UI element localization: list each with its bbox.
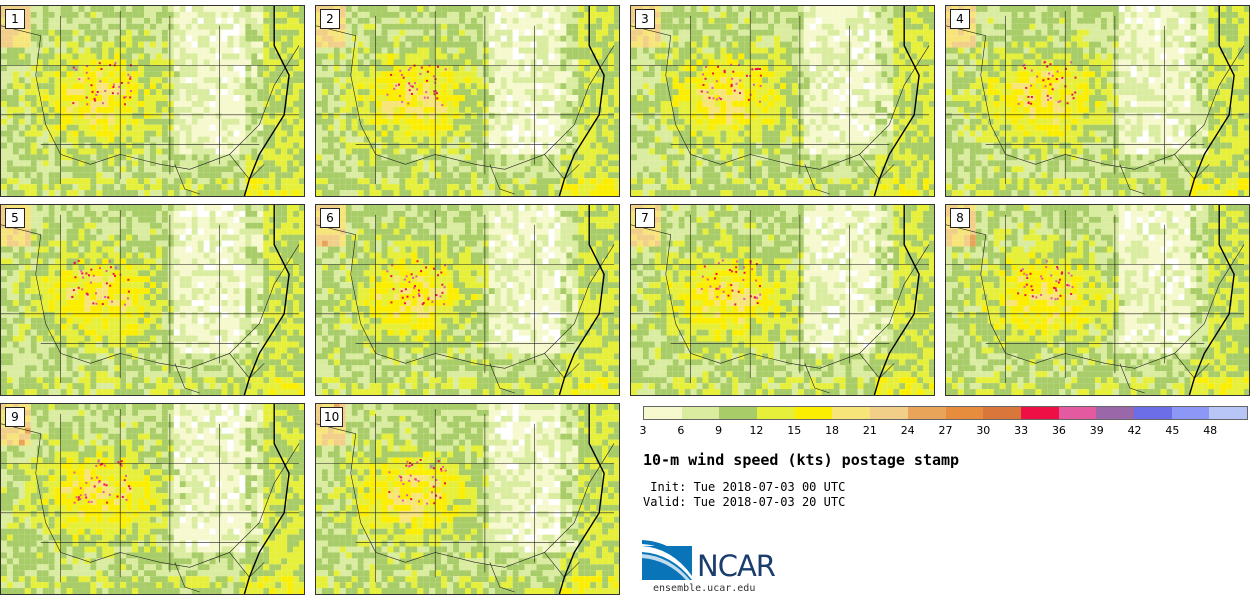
colorbar-segment: [1058, 407, 1097, 419]
colorbar-segment: [644, 407, 682, 419]
init-time: Init: Tue 2018-07-03 00 UTC: [643, 480, 846, 494]
member-number: 9: [5, 407, 25, 427]
member-number: 7: [635, 208, 655, 228]
logo-text: NCAR: [697, 549, 776, 583]
colorbar-tick-label: 9: [715, 424, 723, 437]
wind-speed-map: [1, 404, 304, 594]
colorbar-segment: [719, 407, 758, 419]
colorbar-segment: [907, 407, 946, 419]
colorbar-tick-label: 6: [677, 424, 685, 437]
wind-speed-map: [1, 205, 304, 395]
colorbar-tick-label: 36: [1051, 424, 1066, 437]
map-panel-8: 8: [945, 204, 1250, 396]
colorbar-segment: [1020, 407, 1059, 419]
map-panel-10: 10: [315, 403, 620, 595]
wind-speed-map: [946, 6, 1249, 196]
colorbar-tick-label: 42: [1127, 424, 1142, 437]
member-number: 2: [320, 9, 340, 29]
colorbar-tick-label: 30: [976, 424, 991, 437]
colorbar: [643, 406, 1248, 420]
colorbar-segment: [945, 407, 984, 419]
colorbar-segment: [794, 407, 833, 419]
colorbar-tick-label: 15: [787, 424, 802, 437]
colorbar-tick-label: 45: [1165, 424, 1180, 437]
map-panel-7: 7: [630, 204, 935, 396]
colorbar-segment: [1096, 407, 1134, 419]
colorbar-segment: [870, 407, 908, 419]
map-panel-4: 4: [945, 5, 1250, 197]
colorbar-segment: [983, 407, 1021, 419]
wind-speed-map: [631, 205, 934, 395]
member-number: 1: [5, 9, 25, 29]
wind-speed-map: [946, 205, 1249, 395]
wind-speed-map: [316, 205, 619, 395]
colorbar-segment: [1133, 407, 1172, 419]
colorbar-segment: [832, 407, 871, 419]
map-panel-9: 9: [0, 403, 305, 595]
colorbar-tick-label: 3: [639, 424, 647, 437]
logo-url: ensemble.ucar.edu: [653, 583, 756, 594]
colorbar-tick-label: 18: [825, 424, 840, 437]
colorbar-tick-label: 33: [1014, 424, 1029, 437]
colorbar-tick-label: 27: [938, 424, 953, 437]
member-number: 10: [320, 407, 344, 427]
colorbar-segment: [757, 407, 795, 419]
map-panel-6: 6: [315, 204, 620, 396]
colorbar-segment: [681, 407, 720, 419]
map-panel-5: 5: [0, 204, 305, 396]
valid-time: Valid: Tue 2018-07-03 20 UTC: [643, 495, 846, 509]
colorbar-segment: [1171, 407, 1210, 419]
wind-speed-map: [316, 6, 619, 196]
map-panel-3: 3: [630, 5, 935, 197]
wind-speed-map: [631, 6, 934, 196]
wind-speed-map: [316, 404, 619, 594]
colorbar-tick-label: 12: [749, 424, 764, 437]
member-number: 8: [950, 208, 970, 228]
ncar-logo-icon: [642, 540, 692, 580]
colorbar-segment: [1209, 407, 1247, 419]
member-number: 6: [320, 208, 340, 228]
colorbar-tick-label: 39: [1089, 424, 1104, 437]
wind-speed-map: [1, 6, 304, 196]
colorbar-tick-label: 48: [1203, 424, 1218, 437]
colorbar-tick-label: 21: [862, 424, 877, 437]
colorbar-ticks: 3 6 9 12 15 18 21 24 27 30 33 36 39 42 45 48: [639, 424, 1248, 438]
map-panel-2: 2: [315, 5, 620, 197]
chart-title: 10-m wind speed (kts) postage stamp: [643, 451, 960, 469]
member-number: 5: [5, 208, 25, 228]
colorbar-tick-label: 24: [900, 424, 915, 437]
member-number: 4: [950, 9, 970, 29]
member-number: 3: [635, 9, 655, 29]
map-panel-1: 1: [0, 5, 305, 197]
